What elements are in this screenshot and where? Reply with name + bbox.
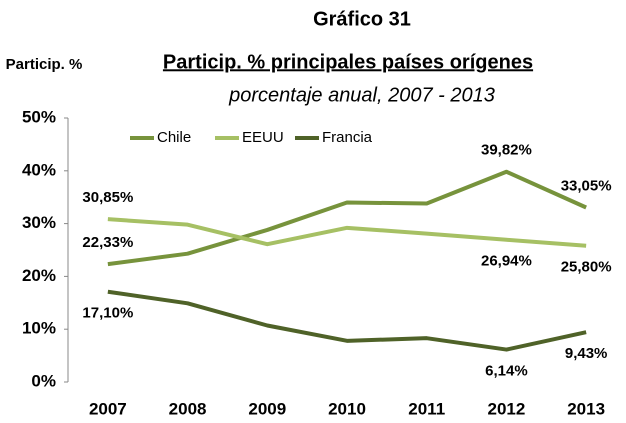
- x-tick-label: 2007: [89, 399, 127, 418]
- data-label: 39,82%: [481, 142, 532, 159]
- data-label: 22,33%: [82, 234, 133, 251]
- data-label: 26,94%: [481, 253, 532, 270]
- chart-subtitle2: porcentaje anual, 2007 - 2013: [228, 84, 495, 106]
- series-line: [107, 289, 587, 352]
- y-tick-label: 40%: [22, 160, 56, 179]
- x-tick-label: 2009: [248, 399, 286, 418]
- y-tick-label: 30%: [22, 213, 56, 232]
- y-tick-label: 0%: [31, 371, 56, 390]
- legend-label: Francia: [322, 129, 373, 146]
- x-tick-label: 2013: [567, 399, 605, 418]
- legend-label: EEUU: [242, 129, 284, 146]
- data-label: 9,43%: [565, 345, 608, 362]
- series-line: [107, 217, 587, 248]
- data-label: 30,85%: [82, 189, 133, 206]
- chart-subtitle: Particip. % principales países orígenes: [163, 51, 533, 73]
- data-label: 25,80%: [561, 259, 612, 276]
- y-tick-label: 20%: [22, 266, 56, 285]
- x-tick-label: 2011: [408, 399, 445, 418]
- data-label: 6,14%: [485, 363, 528, 380]
- data-label: 17,10%: [82, 305, 133, 322]
- y-axis-label: Particip. %: [5, 56, 83, 73]
- x-tick-label: 2012: [488, 399, 526, 418]
- chart-title: Gráfico 31: [313, 8, 411, 30]
- y-tick-label: 10%: [22, 319, 56, 338]
- x-tick-label: 2008: [169, 399, 207, 418]
- y-tick-label: 50%: [22, 107, 56, 126]
- series-line: [107, 169, 587, 267]
- x-tick-label: 2010: [328, 399, 366, 418]
- data-label: 33,05%: [561, 177, 612, 194]
- legend-label: Chile: [157, 129, 191, 146]
